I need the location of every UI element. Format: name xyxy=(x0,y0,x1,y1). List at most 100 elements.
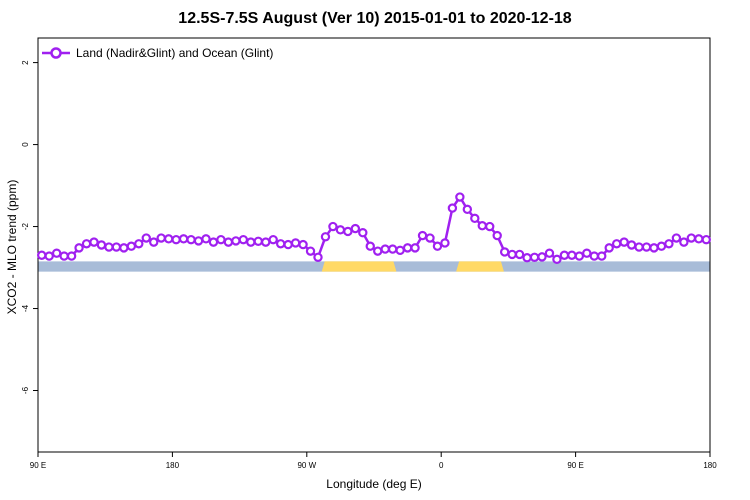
y-tick-label: -2 xyxy=(21,222,30,230)
data-point xyxy=(156,233,166,243)
data-point xyxy=(455,192,465,202)
data-point xyxy=(582,248,592,258)
data-point xyxy=(305,246,316,256)
data-point xyxy=(447,203,458,213)
plot-frame xyxy=(37,37,711,453)
data-point xyxy=(365,241,375,251)
y-tick-label: -4 xyxy=(21,304,30,312)
data-point xyxy=(574,251,585,261)
data-point xyxy=(283,239,293,250)
data-point xyxy=(74,243,84,253)
data-point xyxy=(171,234,181,245)
data-point xyxy=(231,236,241,246)
data-point xyxy=(320,232,331,242)
data-point xyxy=(499,247,510,257)
data-point xyxy=(626,240,637,250)
data-point xyxy=(298,239,308,250)
data-point xyxy=(44,251,54,261)
chart-legend: Land (Nadir&Glint) and Ocean (Glint) xyxy=(42,45,273,61)
land-band-segment xyxy=(321,261,397,272)
chart-title: 12.5S-7.5S August (Ver 10) 2015-01-01 to… xyxy=(178,10,572,27)
data-point xyxy=(261,237,271,247)
data-point xyxy=(694,234,704,244)
data-point xyxy=(641,242,652,252)
data-point xyxy=(246,237,256,247)
x-axis-label: Longitude (deg E) xyxy=(326,477,422,491)
data-point xyxy=(335,225,346,235)
data-point xyxy=(119,243,129,253)
data-point xyxy=(223,237,234,247)
data-point xyxy=(664,239,674,249)
data-point xyxy=(201,234,211,244)
data-point xyxy=(275,239,286,249)
data-point xyxy=(701,234,711,245)
data-point xyxy=(387,244,398,254)
data-point xyxy=(462,204,473,215)
data-point xyxy=(208,237,219,247)
data-point xyxy=(656,241,667,251)
data-point xyxy=(649,243,659,253)
y-tick-label: -6 xyxy=(21,386,30,394)
data-point xyxy=(619,237,629,247)
data-point xyxy=(485,221,495,232)
data-point xyxy=(141,233,151,243)
data-point xyxy=(313,252,323,262)
data-point xyxy=(671,233,682,243)
x-tick-label: 90 W xyxy=(297,461,316,470)
data-point xyxy=(81,239,92,249)
data-point xyxy=(529,252,540,262)
data-point xyxy=(634,242,644,252)
data-point xyxy=(522,253,532,263)
data-point xyxy=(126,241,137,251)
data-point xyxy=(402,243,413,253)
data-point xyxy=(290,238,301,248)
data-point xyxy=(425,233,435,243)
data-point xyxy=(567,250,577,260)
data-point xyxy=(395,245,405,256)
data-point xyxy=(149,237,159,247)
data-point xyxy=(611,239,622,249)
data-point xyxy=(178,234,189,244)
data-point xyxy=(111,242,122,252)
data-point xyxy=(604,243,614,253)
data-point xyxy=(686,233,697,243)
data-point xyxy=(373,246,383,256)
data-point xyxy=(514,249,525,260)
data-point xyxy=(410,243,420,253)
data-point xyxy=(328,221,338,232)
data-point xyxy=(89,237,99,247)
data-point xyxy=(51,248,62,258)
data-point xyxy=(544,248,555,258)
data-point xyxy=(380,244,390,254)
data-point xyxy=(96,240,107,250)
data-point xyxy=(350,223,361,234)
data-point xyxy=(134,239,144,249)
x-tick-label: 180 xyxy=(166,461,180,470)
data-point xyxy=(477,221,487,231)
data-point xyxy=(417,230,428,241)
x-tick-label: 0 xyxy=(439,461,444,470)
legend-swatch-icon xyxy=(42,47,70,59)
data-point xyxy=(507,249,517,260)
data-point xyxy=(253,236,263,247)
y-tick-label: 0 xyxy=(21,142,30,147)
data-point xyxy=(186,234,196,245)
data-point xyxy=(679,237,689,247)
data-point xyxy=(559,250,570,260)
x-tick-label: 90 E xyxy=(567,461,583,470)
data-point xyxy=(163,234,174,244)
data-point xyxy=(440,238,450,248)
data-point xyxy=(268,234,278,245)
data-point xyxy=(552,254,562,265)
data-point xyxy=(193,236,204,246)
y-axis-label: XCO2 - MLO trend (ppm) xyxy=(5,179,19,315)
data-point xyxy=(470,213,480,224)
data-point xyxy=(238,234,249,245)
data-point xyxy=(66,251,77,261)
x-tick-label: 180 xyxy=(703,461,717,470)
data-point xyxy=(104,242,114,252)
land-band-segment xyxy=(456,261,504,272)
data-point xyxy=(343,226,353,237)
data-point xyxy=(597,251,607,261)
